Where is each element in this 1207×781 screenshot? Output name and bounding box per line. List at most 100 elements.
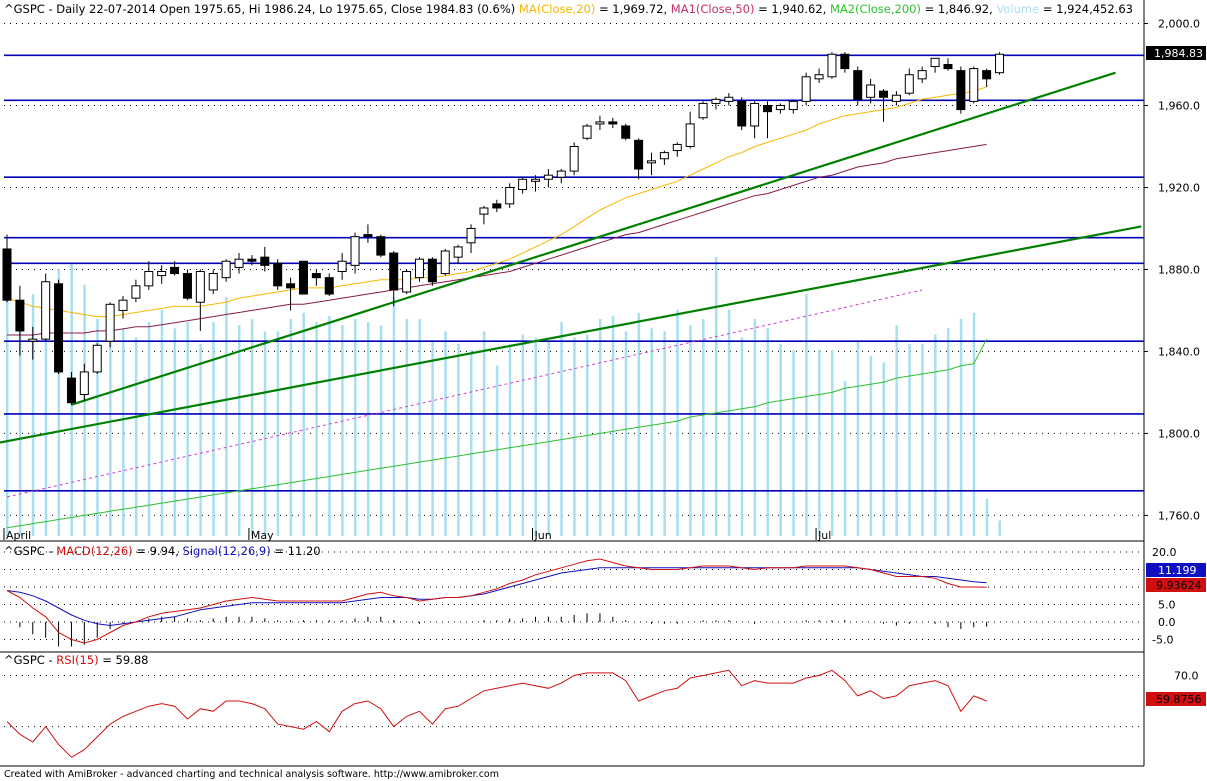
candle-body-up — [479, 207, 489, 215]
macd-header-prefix: ^GSPC - — [4, 544, 56, 558]
rsi-header-label: RSI(15) — [56, 653, 98, 667]
volume-bar — [946, 328, 950, 536]
volume-bar — [302, 312, 305, 536]
candle-body-down — [427, 258, 437, 283]
volume-bar — [18, 322, 22, 536]
volume-bar — [315, 322, 318, 536]
candle-body-down — [298, 260, 308, 295]
trendlines — [0, 71, 1142, 444]
volume-bar — [173, 328, 177, 536]
volume-bar — [508, 343, 512, 536]
candle-body-up — [917, 70, 927, 80]
candle-body-up — [402, 271, 412, 293]
volume-bar — [573, 337, 576, 536]
green-trendline — [0, 225, 1142, 444]
candle-body-up — [41, 281, 51, 340]
macd-signal-line — [6, 567, 987, 627]
volume-bar — [482, 331, 486, 536]
candle-body-down — [311, 273, 321, 279]
rsi-tag-text: 59.8756 — [1156, 693, 1202, 706]
macd-header-label: MACD(12,26) — [56, 544, 132, 558]
candle-body-down — [247, 258, 257, 262]
rsi-header-value: = 59.88 — [99, 653, 149, 667]
candle-body-up — [518, 178, 528, 191]
volume-bar — [238, 325, 241, 536]
header-ma50-value: = 1,940.62, — [754, 2, 829, 16]
volume-bar — [431, 340, 434, 536]
volume-bar — [6, 269, 9, 536]
volume-bar — [934, 334, 937, 536]
volume-bar — [908, 343, 911, 536]
volume-bar — [727, 309, 731, 536]
volume-bar — [753, 319, 757, 536]
candle-body-up — [995, 53, 1005, 74]
candle-body-up — [866, 84, 876, 98]
candle-body-up — [144, 271, 154, 287]
volume-bar — [341, 325, 344, 536]
candle-body-down — [324, 277, 334, 295]
header-volume-value: = 1,924,452.63 — [1039, 2, 1133, 16]
macd-panel: 20.015.010.05.00.0-5.0 — [4, 546, 1177, 647]
volume-bar — [830, 350, 834, 536]
volume-bar — [354, 319, 357, 536]
candle-body-up — [930, 57, 940, 68]
candle-body-up — [595, 121, 605, 125]
volume-bar — [611, 315, 615, 536]
candle-body-up — [337, 260, 347, 273]
candle-body-down — [608, 121, 618, 125]
moving-averages — [6, 86, 988, 529]
candle-body-up — [685, 123, 695, 147]
month-label: Jul — [817, 529, 831, 542]
header-volume-label: Volume — [996, 2, 1039, 16]
volume-bar — [470, 350, 473, 536]
macd-header: ^GSPC - MACD(12,26) = 9.94, Signal(12,26… — [4, 544, 321, 558]
candle-body-up — [118, 299, 128, 311]
volume-bar — [379, 325, 383, 536]
candle-body-down — [170, 266, 180, 275]
candle-body-down — [943, 63, 953, 70]
volume-bar — [637, 312, 641, 536]
candle-body-up — [698, 102, 708, 119]
candle-body-down — [853, 70, 863, 100]
header-ma200-value: = 1,846.92, — [921, 2, 996, 16]
volume-bar — [663, 331, 666, 536]
header-ma200-label: MA2(Close,200) — [830, 2, 921, 16]
volume-bar — [792, 350, 795, 536]
volume-bar — [57, 269, 61, 536]
candle-body-up — [814, 74, 824, 80]
macd-tag-text: 9.93624 — [1156, 579, 1202, 592]
candle-body-up — [750, 102, 760, 127]
candle-body-up — [234, 258, 244, 268]
volume-bar — [405, 319, 409, 536]
candle-body-down — [260, 256, 270, 266]
price-last-tag-text: 1,984.83 — [1154, 47, 1203, 60]
volume-bar — [160, 309, 164, 536]
candle-body-up — [827, 53, 837, 78]
macd-header-signal-label: Signal(12,26,9) — [183, 544, 271, 558]
volume-bar — [985, 498, 989, 536]
volume-bar — [444, 331, 447, 536]
dashed-trendline — [6, 289, 923, 498]
candle-body-up — [466, 227, 476, 244]
price-tick-label: 1,920.0 — [1158, 181, 1200, 194]
ma50-line — [7, 143, 987, 336]
volume-bar — [392, 297, 396, 536]
candle-body-down — [2, 248, 12, 301]
volume-bar — [457, 343, 460, 536]
macd-tick-label: 5.0 — [1158, 599, 1176, 612]
rsi-tag: 59.8756 — [1146, 692, 1206, 706]
volume-bar — [134, 337, 138, 536]
candle-body-up — [92, 344, 102, 373]
volume-bar — [250, 319, 254, 536]
volume-bar — [972, 312, 976, 536]
candle-body-up — [891, 94, 901, 102]
volume-bar — [895, 325, 898, 536]
volume-bar — [521, 334, 525, 536]
candle-body-up — [414, 258, 424, 279]
volume-bar — [495, 365, 499, 536]
candle-body-up — [801, 76, 811, 102]
month-label: May — [251, 529, 274, 542]
volume-bar — [547, 340, 550, 536]
volume-bar — [186, 322, 189, 536]
candle-body-up — [775, 104, 785, 111]
